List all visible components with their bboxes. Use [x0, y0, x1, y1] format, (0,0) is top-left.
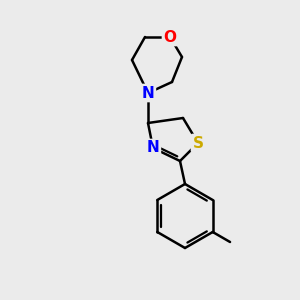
Text: N: N	[142, 85, 154, 100]
Text: N: N	[147, 140, 159, 155]
Text: O: O	[164, 29, 176, 44]
Text: S: S	[193, 136, 203, 151]
